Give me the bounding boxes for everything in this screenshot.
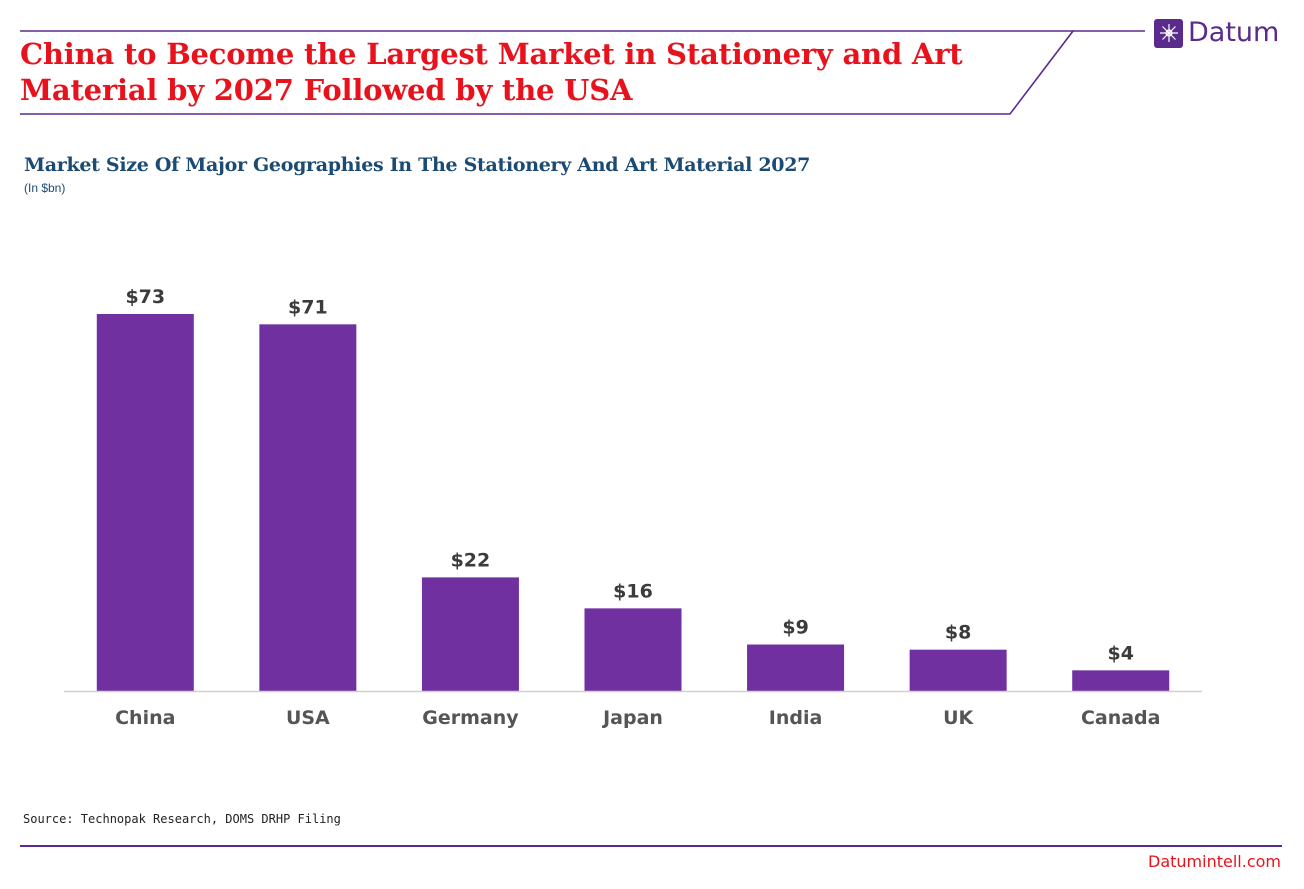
data-label-germany: $22 bbox=[451, 549, 491, 571]
bar-japan bbox=[584, 608, 682, 691]
data-label-china: $73 bbox=[125, 286, 165, 308]
data-label-japan: $16 bbox=[613, 580, 653, 602]
x-tick-label-uk: UK bbox=[943, 707, 974, 729]
chart-title: Market Size Of Major Geographies In The … bbox=[24, 154, 811, 176]
website-link[interactable]: Datumintell.com bbox=[1148, 852, 1281, 871]
bar-usa bbox=[259, 324, 357, 691]
bar-canada bbox=[1072, 670, 1170, 691]
bar-chart: $73 China $71 USA $22 Germany $16 Japan $9 India $… bbox=[64, 286, 1202, 729]
x-tick-label-usa: USA bbox=[286, 707, 330, 729]
bar-germany bbox=[421, 577, 519, 691]
bar-india bbox=[747, 644, 845, 691]
x-tick-label-germany: Germany bbox=[422, 707, 519, 729]
datum-logo-icon bbox=[1154, 18, 1183, 48]
brand-name: Datum bbox=[1188, 17, 1280, 48]
data-label-india: $9 bbox=[782, 617, 808, 639]
data-label-canada: $4 bbox=[1107, 642, 1133, 664]
source-note: Source: Technopak Research, DOMS DRHP Fi… bbox=[23, 812, 341, 826]
x-tick-label-china: China bbox=[115, 707, 175, 729]
data-label-uk: $8 bbox=[945, 622, 971, 644]
headline: China to Become the Largest Market in St… bbox=[20, 37, 963, 107]
x-tick-label-japan: Japan bbox=[601, 707, 663, 729]
chart-unit: (In $bn) bbox=[24, 181, 66, 195]
bar-uk bbox=[909, 649, 1007, 691]
header-frame bbox=[20, 30, 1145, 115]
data-label-usa: $71 bbox=[288, 296, 328, 318]
footer-divider bbox=[20, 845, 1282, 847]
bar-china bbox=[96, 314, 194, 691]
brand-logo: Datum bbox=[1154, 17, 1279, 49]
x-tick-label-canada: Canada bbox=[1081, 707, 1161, 729]
x-tick-label-india: India bbox=[769, 707, 823, 729]
